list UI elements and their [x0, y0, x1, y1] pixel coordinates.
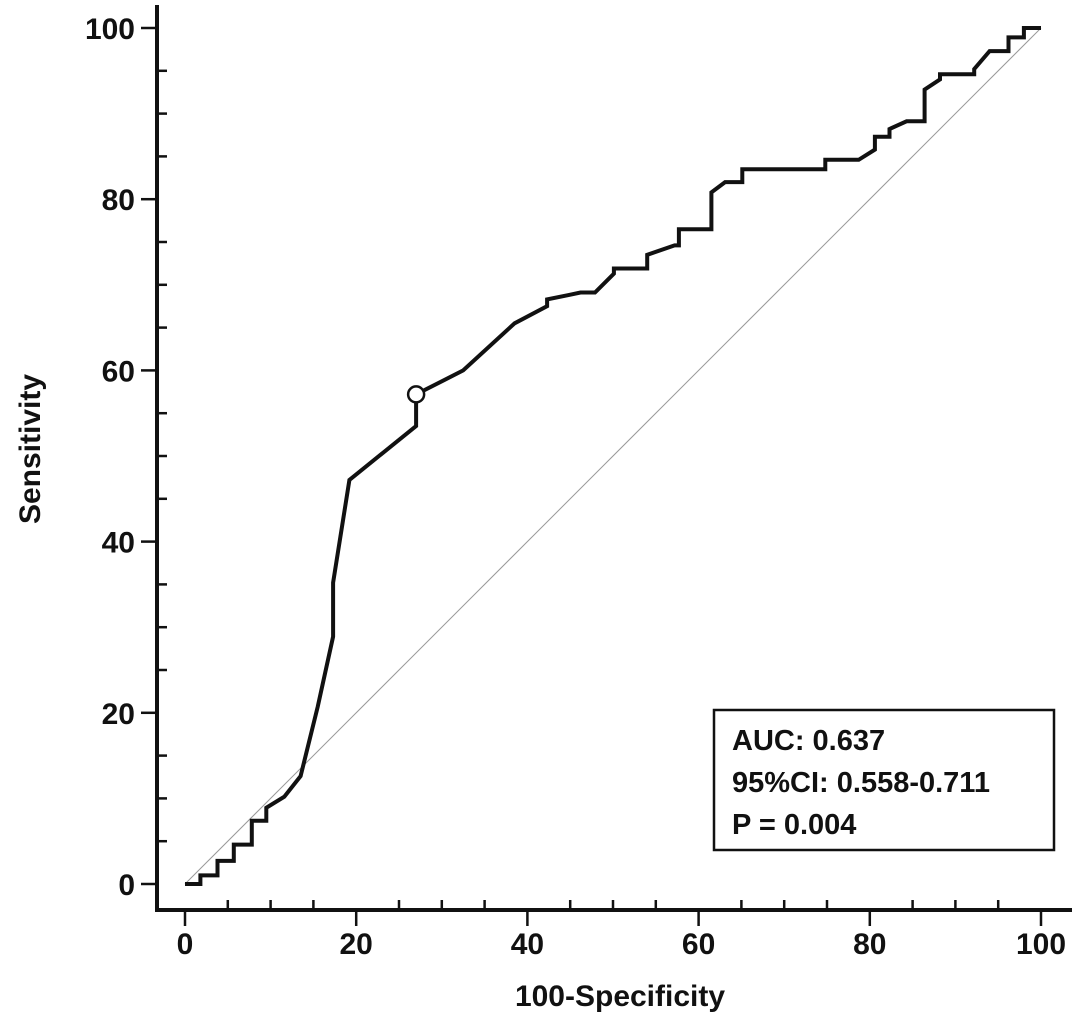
y-tick-label: 100 [85, 13, 135, 46]
x-tick-label: 0 [177, 928, 194, 961]
y-tick-label: 60 [102, 355, 135, 388]
y-tick-label: 20 [102, 698, 135, 731]
stats-box: AUC: 0.637 95%CI: 0.558-0.711 P = 0.004 [712, 708, 1056, 852]
ci-text: 95%CI: 0.558-0.711 [732, 767, 990, 799]
y-tick-label: 40 [102, 527, 135, 560]
x-tick-label: 80 [853, 928, 886, 961]
p-value-text: P = 0.004 [732, 809, 856, 841]
y-axis-title: Sensitivity [14, 374, 47, 524]
tick-labels: 0 20 40 60 80 100 0 20 40 60 80 100 [85, 13, 1066, 961]
stats-box-frame [712, 708, 1056, 852]
x-tick-label: 20 [340, 928, 373, 961]
x-axis-title: 100-Specificity [515, 980, 725, 1013]
y-tick-label: 80 [102, 184, 135, 217]
axes [141, 5, 1072, 926]
x-tick-label: 40 [511, 928, 544, 961]
auc-text: AUC: 0.637 [732, 725, 885, 757]
x-tick-label: 100 [1016, 928, 1066, 961]
x-tick-label: 60 [682, 928, 715, 961]
roc-curve [185, 26, 1041, 886]
cutoff-point-marker [406, 385, 426, 404]
y-tick-label: 0 [118, 869, 135, 902]
reference-diagonal [184, 27, 1042, 885]
